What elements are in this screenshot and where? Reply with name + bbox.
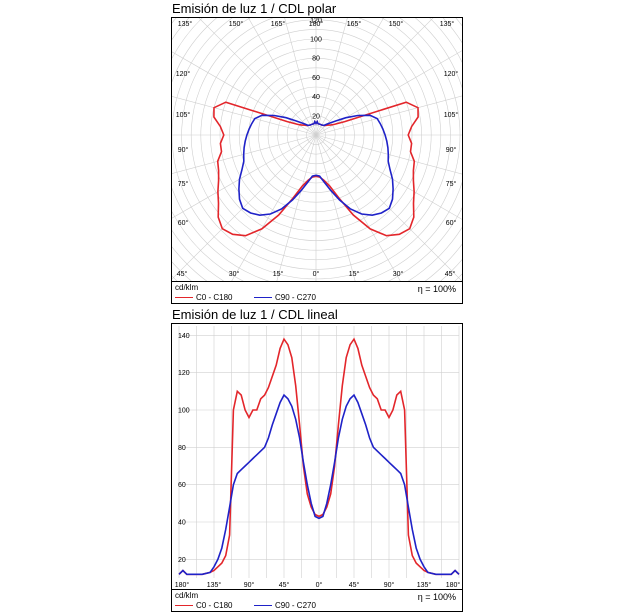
linear-chart-svg: 20 40 60 80 100 120 140 180° 135° 90° 45° 0° 45° 90° 1… [175,326,461,589]
polar-angle-label-top: 135° [178,20,193,28]
linear-y-tick-label: 40 [178,520,186,527]
polar-grid-spoke [315,50,462,136]
polar-grid-spoke [315,134,401,281]
linear-series-c90-c270 [178,393,460,576]
polar-angle-label-bottom: 45° [177,270,188,278]
polar-angle-label-left: 60° [178,219,189,227]
polar-grid-spoke [231,134,317,281]
polar-angle-label-left: 90° [178,146,189,154]
polar-grid-spoke [315,95,462,136]
linear-y-tick-label: 20 [178,557,186,564]
linear-legend: cd/klm η = 100% C0 - C180 C90 - C270 [172,589,462,612]
polar-angle-label-top: 150° [229,20,244,28]
linear-x-tick-label: 45° [279,581,290,589]
polar-angle-label-top: 165° [271,20,286,28]
polar-radial-label: 20 [312,113,320,120]
polar-unit-label: cd/klm [175,283,199,292]
polar-grid-spoke [315,18,384,136]
linear-efficiency-label: η = 100% [417,592,456,602]
linear-legend-entry-c0: C0 - C180 [175,601,232,610]
linear-chart-panel: 20 40 60 80 100 120 140 180° 135° 90° 45° 0° 45° 90° 1… [171,323,463,612]
linear-x-tick-label: 45° [349,581,360,589]
polar-grid-spoke [198,18,317,136]
polar-grid [172,18,462,281]
polar-angle-label-right: 90° [446,146,457,154]
polar-angle-label-left: 105° [176,111,191,119]
linear-x-tick-label: 90° [244,581,255,589]
polar-angle-label-top: 150° [389,20,404,28]
polar-grid-spoke [172,134,317,219]
linear-y-tick-label: 140 [178,333,190,340]
polar-grid-spoke [172,51,317,136]
polar-angle-label-bottom: 15° [273,270,284,278]
polar-radial-label: 120 [310,18,322,24]
polar-chart-title: Emisión de luz 1 / CDL polar [172,1,337,16]
polar-angle-label-bottom: 30° [393,270,404,278]
polar-angle-label-top: 180° [309,20,324,28]
polar-angle-label-bottom: 15° [349,270,360,278]
polar-grid-spoke [315,134,356,281]
polar-grid-spoke [172,134,317,174]
polar-angle-label-right: 105° [444,111,459,119]
polar-angle-label-bottom: 0° [313,270,320,278]
linear-unit-label: cd/klm [175,591,199,600]
polar-angle-label-right: 60° [446,219,457,227]
polar-grid-spoke [284,18,317,136]
polar-radial-label: 100 [310,37,322,44]
polar-legend-c90-label: C90 - C270 [275,293,316,302]
linear-y-tick-label: 120 [178,370,190,377]
polar-efficiency-label: η = 100% [417,284,456,294]
linear-x-tick-label: 135° [417,581,432,589]
linear-legend-entry-c90: C90 - C270 [254,601,316,610]
polar-chart-panel: 20 40 60 80 100 120 135° 150° 165° 180° 165° 150° 13… [171,17,463,304]
polar-angle-label-bottom: 45° [445,270,456,278]
linear-x-tick-label: 180° [175,581,190,589]
polar-angle-label-left: 120° [176,70,191,78]
linear-x-tick-label: 135° [207,581,222,589]
polar-grid-spoke [276,134,317,281]
linear-x-tick-label: 0° [316,581,323,589]
polar-grid-spoke [315,134,462,175]
linear-y-tick-label: 100 [178,408,190,415]
polar-grid-spoke [315,134,462,220]
linear-legend-c90-label: C90 - C270 [275,601,316,610]
polar-grid-spoke [172,134,317,280]
polar-legend-entry-c0: C0 - C180 [175,293,232,302]
polar-series-c90-c270 [238,114,394,217]
polar-legend-entry-c90: C90 - C270 [254,293,316,302]
polar-angle-label-left: 75° [178,180,189,188]
polar-radial-label: 60 [312,75,320,82]
linear-chart-title: Emisión de luz 1 / CDL lineal [172,307,338,322]
linear-y-tick-label: 80 [178,445,186,452]
polar-chart-svg: 20 40 60 80 100 120 135° 150° 165° 180° 165° 150° 13… [172,18,462,281]
linear-x-tick-label: 180° [446,581,461,589]
polar-grid-spoke [172,96,317,136]
polar-radial-label: 80 [312,56,320,63]
polar-legend: cd/klm η = 100% C0 - C180 C90 - C270 [172,281,462,304]
polar-radial-label: 40 [312,94,320,101]
polar-angle-label-top: 135° [440,20,455,28]
linear-y-tick-label: 60 [178,482,186,489]
polar-legend-c0-label: C0 - C180 [196,293,233,302]
polar-grid-spoke [315,134,462,281]
linear-x-tick-label: 90° [384,581,395,589]
polar-angle-label-bottom: 30° [229,270,240,278]
linear-legend-c0-label: C0 - C180 [196,601,233,610]
polar-angle-label-top: 165° [347,20,362,28]
polar-grid-spoke [248,18,317,136]
linear-series-c0-c180 [178,337,460,576]
polar-angle-label-right: 75° [446,180,457,188]
polar-grid-spoke [315,18,434,136]
polar-grid-spoke [315,18,348,136]
polar-angle-label-right: 120° [444,70,459,78]
